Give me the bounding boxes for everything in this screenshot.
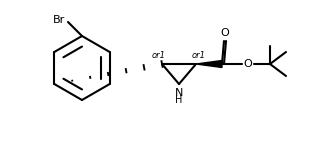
Polygon shape (196, 60, 222, 68)
Text: H: H (175, 95, 183, 105)
Text: Br: Br (53, 15, 65, 25)
Text: O: O (244, 59, 252, 69)
Text: or1: or1 (152, 51, 166, 59)
Text: N: N (175, 88, 183, 98)
Text: or1: or1 (192, 51, 206, 59)
Text: O: O (221, 28, 229, 38)
